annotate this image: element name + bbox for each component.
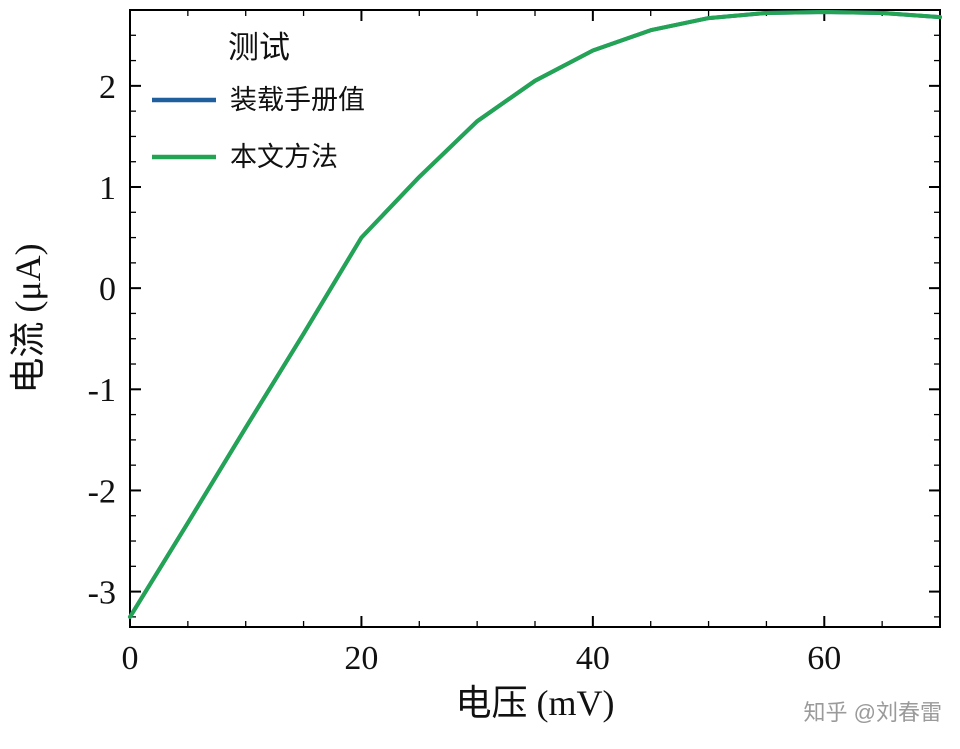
series-line-1: [128, 10, 942, 619]
watermark: 知乎 @刘春雷: [803, 700, 942, 725]
y-tick-label: -3: [88, 574, 116, 611]
legend-title: 测试: [228, 30, 290, 65]
y-tick-label: -1: [88, 372, 116, 409]
x-tick-label: 40: [576, 640, 610, 677]
y-axis-label: 电流 (μA): [8, 243, 48, 393]
legend-label-0: 装载手册值: [230, 85, 365, 115]
x-axis-label: 电压 (mV): [456, 683, 615, 723]
x-tick-label: 60: [807, 640, 841, 677]
y-tick-label: 2: [99, 69, 116, 106]
x-tick-label: 20: [344, 640, 378, 677]
legend-label-1: 本文方法: [230, 142, 338, 172]
y-tick-label: -2: [88, 473, 116, 510]
y-tick-label: 1: [99, 170, 116, 207]
x-tick-label: 0: [122, 640, 139, 677]
y-tick-label: 0: [99, 271, 116, 308]
